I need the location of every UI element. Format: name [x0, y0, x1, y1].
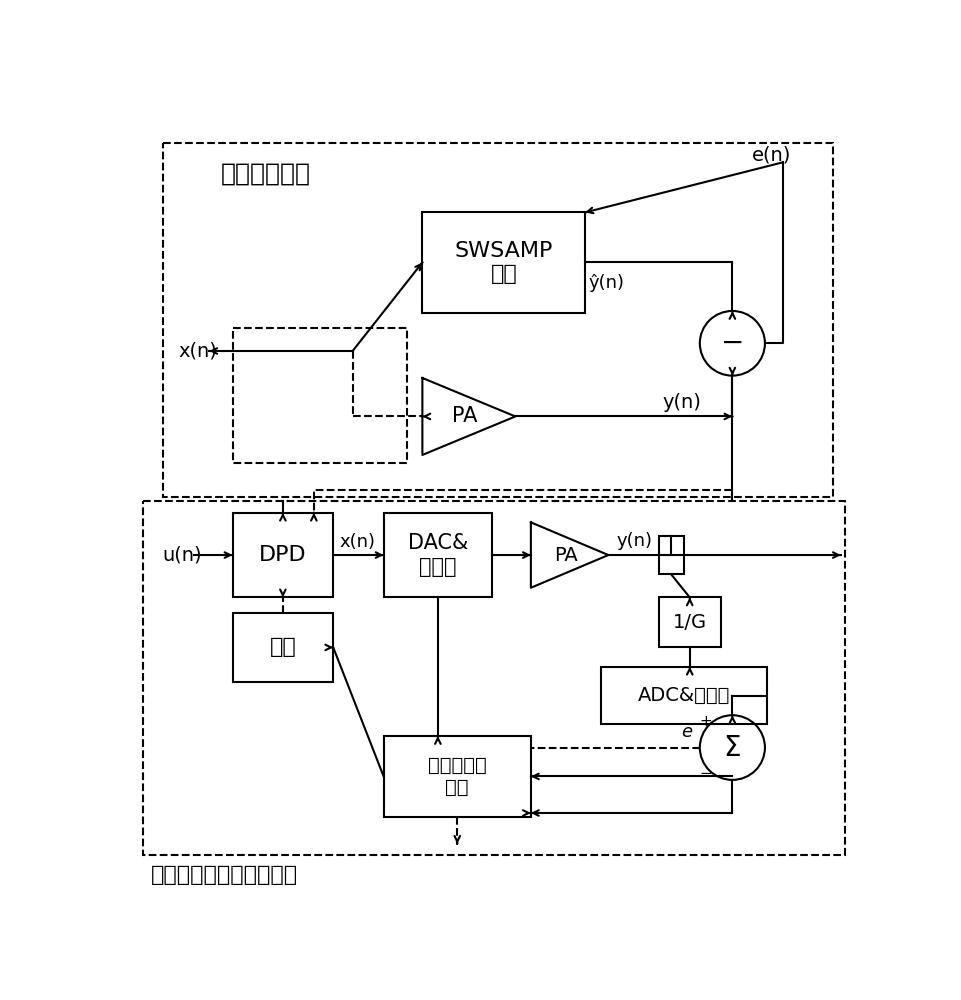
Text: PA: PA [452, 406, 477, 426]
Text: SWSAMP
算法: SWSAMP 算法 [455, 241, 553, 284]
Bar [233, 513, 333, 597]
Bar [658, 536, 683, 574]
Text: −: − [700, 766, 712, 781]
Text: 求逆: 求逆 [269, 637, 296, 657]
Text: x(n): x(n) [340, 533, 376, 551]
Polygon shape [530, 522, 608, 588]
Text: x(n): x(n) [178, 342, 217, 360]
Text: e: e [681, 723, 692, 741]
Text: 功放逆模型的预失真模块: 功放逆模型的预失真模块 [151, 865, 298, 885]
Text: DPD: DPD [259, 545, 307, 565]
Text: y(n): y(n) [663, 393, 702, 412]
Bar [383, 736, 530, 817]
Bar [658, 597, 721, 647]
Text: +: + [700, 714, 712, 729]
Text: PA: PA [554, 546, 578, 565]
Text: 自适应参数
提取: 自适应参数 提取 [428, 756, 486, 797]
Text: Σ: Σ [724, 734, 741, 762]
Text: u(n): u(n) [162, 546, 203, 565]
Text: ŷ(n): ŷ(n) [589, 274, 625, 292]
Bar [423, 212, 585, 312]
Bar [143, 501, 845, 855]
Bar [601, 667, 767, 724]
Bar [162, 143, 833, 497]
Text: −: − [721, 329, 744, 357]
Text: e(n): e(n) [752, 145, 791, 164]
Bar [233, 613, 333, 682]
Polygon shape [423, 378, 515, 455]
Text: y(n): y(n) [616, 532, 653, 550]
Text: DAC&
上变频: DAC& 上变频 [407, 533, 468, 577]
Text: 1/G: 1/G [673, 613, 706, 632]
Text: ADC&下变频: ADC&下变频 [638, 686, 730, 705]
Text: 离线运行模块: 离线运行模块 [221, 162, 310, 186]
Bar [383, 513, 492, 597]
Bar [233, 328, 407, 463]
